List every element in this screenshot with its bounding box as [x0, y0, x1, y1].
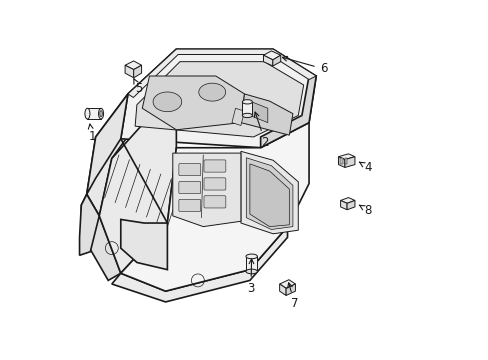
Polygon shape	[121, 49, 316, 148]
Polygon shape	[142, 76, 244, 130]
Ellipse shape	[242, 113, 252, 118]
Polygon shape	[125, 61, 142, 69]
Polygon shape	[246, 158, 292, 229]
FancyBboxPatch shape	[203, 196, 225, 208]
Polygon shape	[112, 226, 287, 302]
Text: 6: 6	[282, 57, 326, 75]
Text: 5: 5	[134, 79, 142, 95]
Polygon shape	[260, 76, 316, 148]
Text: 2: 2	[254, 112, 268, 149]
Polygon shape	[86, 49, 176, 216]
Polygon shape	[263, 51, 280, 60]
Polygon shape	[133, 65, 142, 78]
Polygon shape	[251, 102, 267, 123]
Polygon shape	[340, 198, 354, 203]
Polygon shape	[279, 280, 295, 288]
Polygon shape	[121, 220, 167, 270]
Text: 1: 1	[88, 124, 96, 144]
Polygon shape	[263, 55, 272, 66]
Polygon shape	[279, 284, 285, 296]
Polygon shape	[241, 151, 298, 234]
Text: 4: 4	[359, 161, 371, 174]
Ellipse shape	[242, 100, 252, 104]
Bar	[242, 102, 252, 116]
Polygon shape	[340, 201, 346, 210]
Polygon shape	[121, 123, 308, 291]
Polygon shape	[231, 108, 244, 126]
Text: 3: 3	[247, 259, 254, 295]
Polygon shape	[249, 164, 289, 226]
Polygon shape	[346, 201, 354, 210]
Polygon shape	[338, 154, 354, 159]
Polygon shape	[241, 94, 292, 135]
Polygon shape	[86, 94, 128, 194]
Polygon shape	[172, 153, 241, 226]
Bar	[87, 108, 101, 119]
Ellipse shape	[100, 111, 102, 117]
Polygon shape	[285, 284, 295, 296]
Bar	[339, 158, 342, 164]
Ellipse shape	[245, 254, 257, 259]
Bar	[245, 256, 257, 271]
FancyBboxPatch shape	[203, 160, 225, 172]
Polygon shape	[272, 55, 280, 66]
FancyBboxPatch shape	[179, 181, 201, 194]
Polygon shape	[128, 49, 316, 98]
Polygon shape	[125, 65, 133, 78]
Ellipse shape	[198, 83, 225, 101]
Ellipse shape	[99, 108, 103, 119]
Ellipse shape	[153, 92, 182, 112]
Polygon shape	[135, 62, 303, 137]
Bar	[344, 158, 346, 164]
Polygon shape	[338, 157, 344, 167]
Ellipse shape	[85, 108, 90, 119]
Polygon shape	[80, 194, 99, 255]
Ellipse shape	[245, 269, 257, 274]
Polygon shape	[81, 194, 121, 280]
Text: 7: 7	[287, 283, 298, 310]
Text: 8: 8	[359, 204, 371, 217]
Polygon shape	[344, 157, 354, 167]
FancyBboxPatch shape	[179, 199, 201, 212]
FancyBboxPatch shape	[203, 178, 225, 190]
FancyBboxPatch shape	[179, 163, 201, 176]
Polygon shape	[99, 87, 176, 273]
